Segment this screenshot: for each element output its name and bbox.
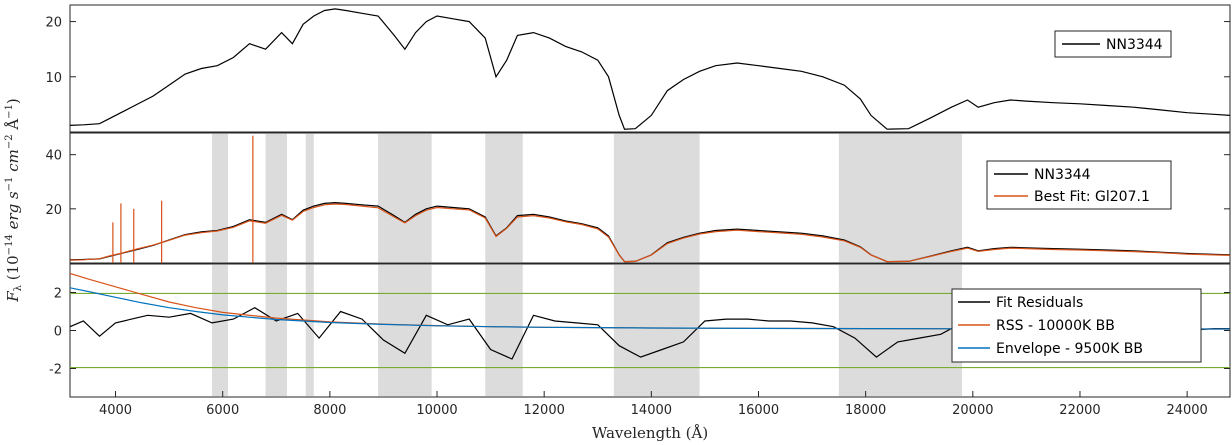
legend-bottom-label-envelope: Envelope - 9500K BB bbox=[996, 341, 1143, 357]
top-ytick-label: 20 bbox=[45, 16, 62, 31]
middle-ytick-label: 20 bbox=[45, 203, 62, 218]
bottom-telluric-band bbox=[613, 264, 700, 397]
bottom-xtick-label: 18000 bbox=[845, 403, 886, 418]
middle-series-nn3344 bbox=[70, 201, 1230, 263]
panel-top: 10 20 NN3344 bbox=[45, 4, 1231, 133]
bottom-telluric-band bbox=[485, 264, 523, 397]
y-axis-label-text: Fλ (10−14 erg s−1 cm−2 Å−1) bbox=[4, 98, 24, 303]
bottom-telluric-band bbox=[838, 264, 963, 397]
legend-bottom-box bbox=[951, 288, 1202, 363]
panel-top-plot bbox=[70, 8, 1230, 130]
bottom-xtick-label: 14000 bbox=[631, 403, 672, 418]
middle-telluric-band bbox=[305, 133, 314, 263]
bottom-ytick-label: 2 bbox=[54, 287, 62, 302]
bottom-series-envelope-9500k-bb bbox=[70, 287, 1230, 330]
y-axis-label: Fλ (10−14 erg s−1 cm−2 Å−1) bbox=[4, 98, 24, 303]
legend-middle-label-bestfit: Best Fit: Gl207.1 bbox=[1034, 189, 1150, 205]
bottom-xtick-label: 16000 bbox=[738, 403, 779, 418]
x-axis-label: Wavelength (Å) bbox=[592, 424, 708, 442]
middle-telluric-band bbox=[613, 133, 700, 263]
panel-top-yticks: 10 20 bbox=[45, 16, 1230, 86]
middle-telluric-band bbox=[378, 133, 432, 263]
panel-middle-bands bbox=[211, 133, 963, 263]
top-series-nn3344 bbox=[70, 8, 1230, 130]
legend-middle-box bbox=[986, 160, 1172, 210]
middle-telluric-band bbox=[838, 133, 963, 263]
bottom-xtick-label: 6000 bbox=[206, 403, 239, 418]
middle-series-best-fit-gl207-1 bbox=[70, 203, 1230, 263]
bottom-telluric-band bbox=[378, 264, 432, 397]
bottom-telluric-band bbox=[211, 264, 229, 397]
top-ytick-label: 10 bbox=[45, 71, 62, 86]
bottom-xtick-label: 24000 bbox=[1166, 403, 1207, 418]
bottom-telluric-band bbox=[265, 264, 287, 397]
panel-middle-plot bbox=[70, 135, 1230, 263]
legend-middle-label-nn3344: NN3344 bbox=[1034, 167, 1091, 183]
bottom-ytick-label: -2 bbox=[49, 363, 62, 378]
panel-top-legend: NN3344 bbox=[1054, 30, 1172, 58]
panel-bottom-yticks: -2 0 2 bbox=[49, 287, 1230, 378]
middle-telluric-band bbox=[265, 133, 287, 263]
bottom-xtick-label: 8000 bbox=[313, 403, 346, 418]
panel-middle-legend: NN3344 Best Fit: Gl207.1 bbox=[986, 160, 1172, 210]
panel-bottom: -2 0 2 4000 6000 8000 10000 12000 14000 16000 180… bbox=[49, 263, 1231, 418]
legend-top-label-nn3344: NN3344 bbox=[1106, 37, 1163, 53]
bottom-xtick-label: 10000 bbox=[416, 403, 457, 418]
middle-ytick-label: 40 bbox=[45, 149, 62, 164]
bottom-xtick-label: 20000 bbox=[952, 403, 993, 418]
panel-bottom-xticks: 4000 6000 8000 10000 12000 14000 16000 18000 200… bbox=[99, 391, 1208, 418]
panel-top-frame bbox=[69, 4, 1231, 133]
bottom-telluric-band bbox=[305, 264, 314, 397]
middle-telluric-band bbox=[211, 133, 229, 263]
legend-bottom-label-rss: RSS - 10000K BB bbox=[996, 318, 1115, 334]
bottom-ytick-label: 0 bbox=[54, 325, 62, 340]
bottom-xtick-label: 22000 bbox=[1059, 403, 1100, 418]
bottom-xtick-label: 4000 bbox=[99, 403, 132, 418]
legend-bottom-label-residuals: Fit Residuals bbox=[996, 295, 1083, 311]
panel-bottom-bands bbox=[211, 264, 963, 397]
panel-bottom-legend: Fit Residuals RSS - 10000K BB Envelope -… bbox=[951, 288, 1202, 363]
bottom-xtick-label: 12000 bbox=[524, 403, 565, 418]
middle-telluric-band bbox=[485, 133, 523, 263]
